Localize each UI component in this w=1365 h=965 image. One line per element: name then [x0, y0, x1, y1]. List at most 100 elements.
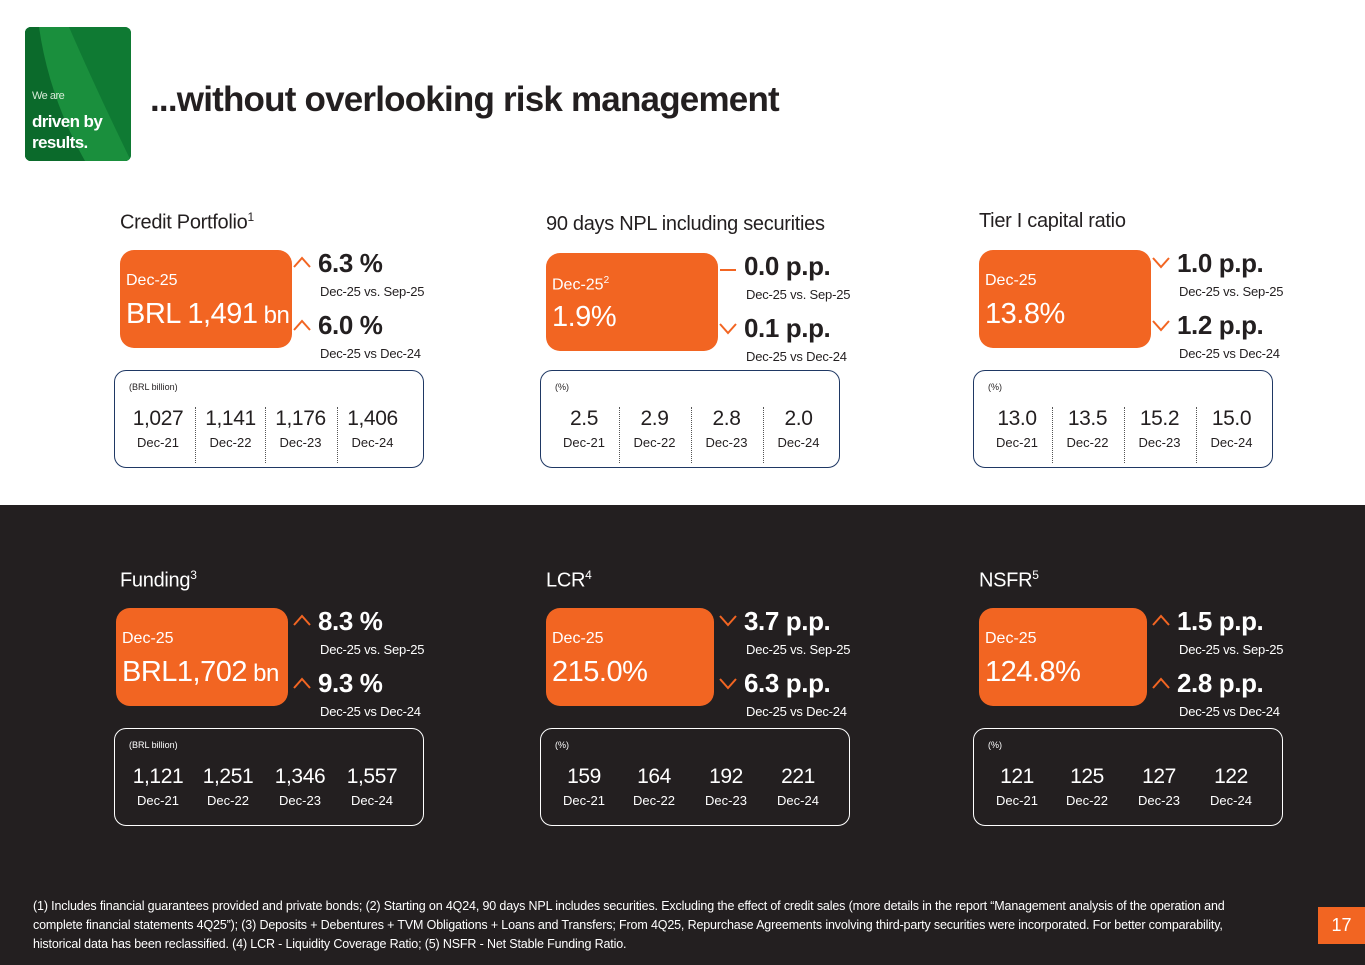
history-period: Dec-22: [1066, 435, 1109, 450]
delta-value: 6.0 %: [318, 310, 383, 340]
history-column: 2.0 Dec-24: [763, 407, 833, 463]
metric-title-text: NSFR: [979, 569, 1033, 592]
kpi-value: 1.9%: [552, 301, 617, 334]
history-panel: (%) 159 Dec-21 164 Dec-22 192 Dec-23 221 Dec-24: [540, 728, 850, 826]
history-period: Dec-24: [777, 793, 819, 808]
kpi-card: Dec-25 BRL 1,491 bn: [120, 250, 292, 348]
history-column: 1,176 Dec-23: [265, 407, 335, 463]
footnote-ref: 4: [585, 568, 592, 582]
delta-period: Dec-25 vs Dec-24: [1179, 704, 1280, 719]
delta-value: 1.2 p.p.: [1177, 310, 1264, 340]
history-column: 1,251 Dec-22: [193, 765, 263, 821]
history-column: 1,557 Dec-24: [337, 765, 407, 821]
kpi-value: BRL1,702 bn: [122, 656, 279, 689]
delta-period: Dec-25 vs. Sep-25: [320, 642, 425, 657]
history-value: 164: [637, 765, 671, 788]
history-period: Dec-23: [1138, 435, 1181, 450]
history-column: 1,027 Dec-21: [123, 407, 193, 463]
history-value: 1,027: [132, 407, 184, 430]
arrow-down-icon: [718, 676, 738, 690]
history-period: Dec-21: [996, 793, 1038, 808]
history-column: 1,406 Dec-24: [337, 407, 407, 463]
metric-block: NSFR5 Dec-25 124.8% 1.5 p.p. Dec-25 vs. Sep-…: [973, 568, 1365, 838]
history-column: 13.0 Dec-21: [982, 407, 1052, 463]
kpi-date: Dec-252: [552, 275, 609, 294]
history-unit: (BRL billion): [129, 382, 178, 392]
delta-period: Dec-25 vs Dec-24: [746, 349, 847, 364]
history-value: 2.5: [570, 407, 598, 430]
metric-block: Tier I capital ratio Dec-25 13.8% 1.0 p.p. D…: [973, 210, 1365, 480]
delta-value: 1.5 p.p.: [1177, 606, 1264, 636]
brand-logo: We are driven by results.: [25, 27, 131, 161]
metric-title: LCR4: [546, 568, 592, 593]
delta-period: Dec-25 vs. Sep-25: [746, 642, 851, 657]
metric-title-text: Credit Portfolio: [120, 211, 248, 234]
history-period: Dec-23: [705, 793, 747, 808]
delta-value: 0.0 p.p.: [744, 251, 831, 281]
history-column: 2.9 Dec-22: [619, 407, 689, 463]
metric-title: Tier I capital ratio: [979, 210, 1126, 233]
metric-block: Funding3 Dec-25 BRL1,702 bn 8.3 % Dec-25 vs.…: [114, 568, 540, 838]
kpi-date-text: Dec-25: [985, 272, 1037, 289]
history-panel: (BRL billion) 1,027 Dec-21 1,141 Dec-22 1,176…: [114, 370, 424, 468]
page-title: ...without overlooking risk management: [150, 80, 780, 119]
delta-value: 8.3 %: [318, 606, 383, 636]
kpi-value-text: BRL 1,491: [126, 298, 258, 330]
metric-title: 90 days NPL including securities: [546, 213, 825, 236]
history-value: 122: [1214, 765, 1248, 788]
history-unit: (%): [988, 740, 1002, 750]
delta-value: 0.1 p.p.: [744, 313, 831, 343]
kpi-value-text: 215.0%: [552, 656, 648, 688]
history-panel: (%) 121 Dec-21 125 Dec-22 127 Dec-23 122 Dec-24: [973, 728, 1283, 826]
history-value: 1,346: [274, 765, 326, 788]
history-column: 2.8 Dec-23: [691, 407, 761, 463]
history-period: Dec-22: [209, 435, 252, 450]
history-unit: (%): [555, 382, 569, 392]
metric-title: Funding3: [120, 568, 197, 593]
flat-dash-icon: [718, 258, 738, 272]
metric-title: Credit Portfolio1: [120, 210, 254, 235]
history-unit: (%): [555, 740, 569, 750]
kpi-card: Dec-25 BRL1,702 bn: [116, 608, 288, 706]
delta-value: 3.7 p.p.: [744, 606, 831, 636]
dark-section-background: [0, 505, 1365, 965]
history-period: Dec-22: [633, 435, 676, 450]
arrow-down-icon: [1151, 318, 1171, 332]
metric-title: NSFR5: [979, 568, 1039, 593]
delta-period: Dec-25 vs Dec-24: [320, 704, 421, 719]
kpi-date: Dec-25: [985, 630, 1037, 648]
arrow-up-icon: [292, 613, 312, 627]
arrow-down-icon: [1151, 255, 1171, 269]
kpi-date: Dec-25: [122, 630, 174, 648]
arrow-up-icon: [292, 255, 312, 269]
history-value: 1,176: [275, 407, 326, 430]
history-period: Dec-24: [1210, 435, 1253, 450]
history-column: 15.0 Dec-24: [1196, 407, 1266, 463]
history-column: 13.5 Dec-22: [1052, 407, 1122, 463]
history-period: Dec-21: [996, 435, 1038, 450]
history-value: 159: [567, 765, 601, 788]
kpi-date-text: Dec-25: [552, 276, 604, 294]
history-period: Dec-22: [207, 793, 249, 808]
history-period: Dec-23: [279, 793, 321, 808]
history-value: 121: [1000, 765, 1034, 788]
history-value: 192: [709, 765, 743, 788]
kpi-date-text: Dec-25: [552, 630, 604, 647]
delta-period: Dec-25 vs. Sep-25: [1179, 642, 1284, 657]
kpi-footnote-ref: 2: [603, 275, 610, 286]
history-column: 15.2 Dec-23: [1124, 407, 1194, 463]
delta-period: Dec-25 vs Dec-24: [320, 346, 421, 361]
history-value: 125: [1070, 765, 1104, 788]
history-value: 221: [781, 765, 815, 788]
history-period: Dec-22: [633, 793, 675, 808]
delta-period: Dec-25 vs Dec-24: [746, 704, 847, 719]
arrow-down-icon: [718, 613, 738, 627]
history-value: 2.9: [640, 407, 669, 430]
delta-value: 9.3 %: [318, 668, 383, 698]
kpi-date-text: Dec-25: [126, 272, 178, 289]
history-column: 164 Dec-22: [619, 765, 689, 821]
kpi-date-text: Dec-25: [122, 630, 174, 647]
kpi-card: Dec-25 13.8%: [979, 250, 1151, 348]
history-period: Dec-23: [705, 435, 748, 450]
kpi-date-text: Dec-25: [985, 630, 1037, 647]
